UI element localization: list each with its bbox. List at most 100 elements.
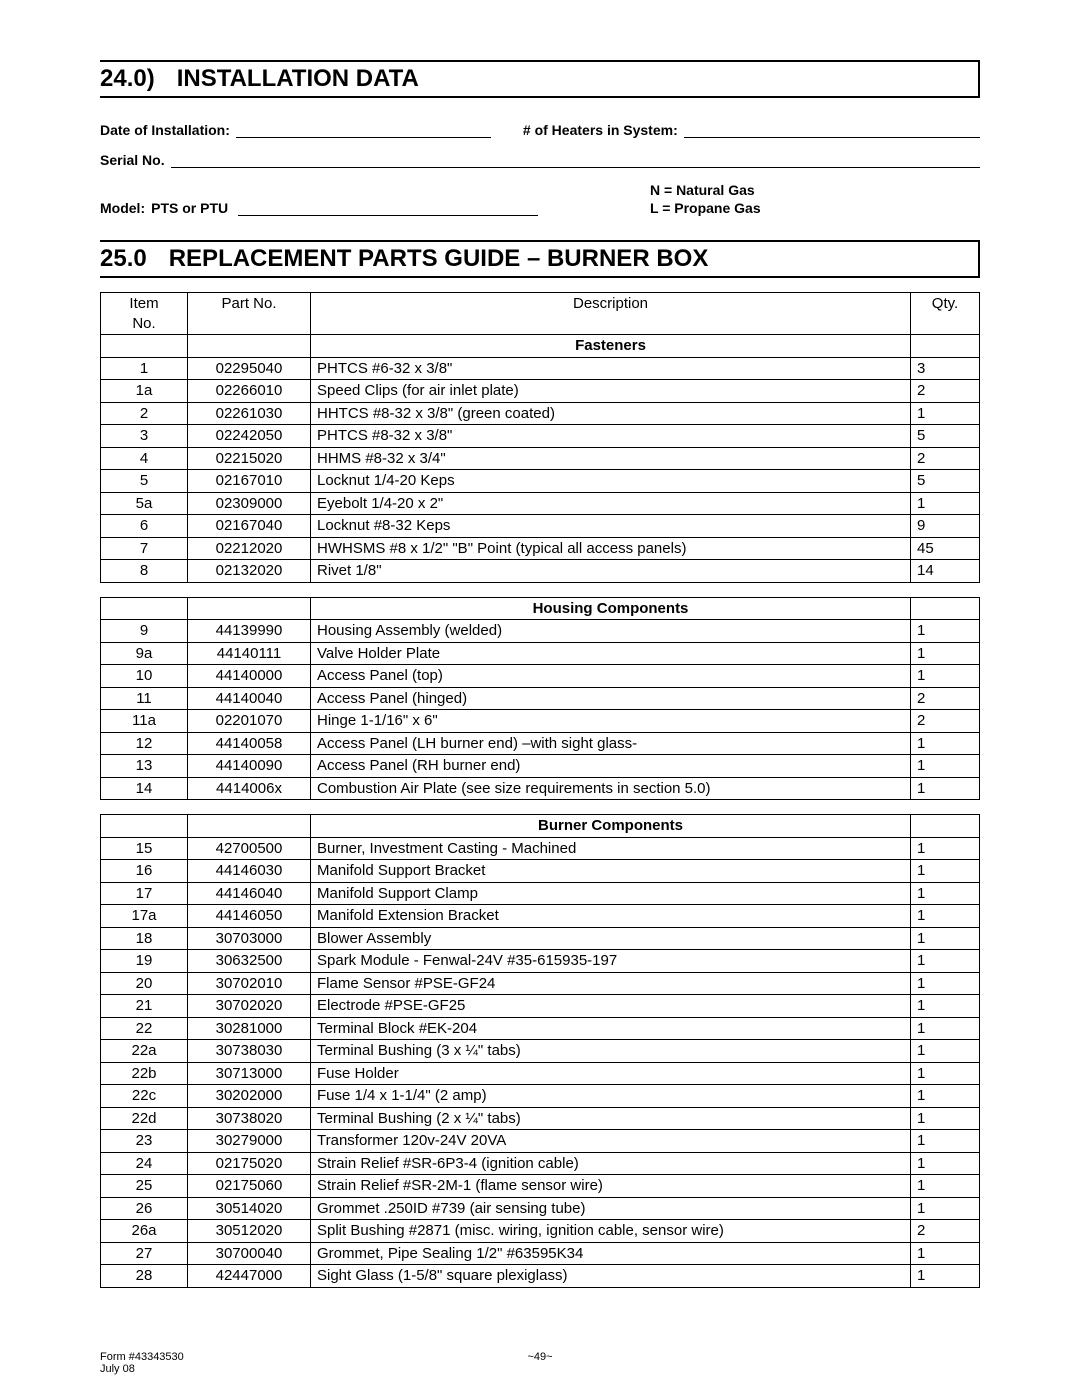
cell-item: 20 xyxy=(101,972,188,995)
cell-qty: 1 xyxy=(911,1197,980,1220)
cell-item: 22d xyxy=(101,1107,188,1130)
table-row: 9a44140111Valve Holder Plate1 xyxy=(101,642,980,665)
serial-no-label: Serial No. xyxy=(100,152,165,168)
cell-part: 42700500 xyxy=(188,837,311,860)
cell-desc: Fuse Holder xyxy=(311,1062,911,1085)
cell-part: 44140090 xyxy=(188,755,311,778)
cell-qty: 1 xyxy=(911,642,980,665)
cell-qty: 1 xyxy=(911,1107,980,1130)
table-row: 2842447000Sight Glass (1-5/8" square ple… xyxy=(101,1265,980,1288)
cell-desc: Access Panel (LH burner end) –with sight… xyxy=(311,732,911,755)
cell-desc: HWHSMS #8 x 1/2" "B" Point (typical all … xyxy=(311,537,911,560)
cell-desc: Access Panel (hinged) xyxy=(311,687,911,710)
cell-item: 22 xyxy=(101,1017,188,1040)
table-row: 1830703000Blower Assembly1 xyxy=(101,927,980,950)
section-25-title: REPLACEMENT PARTS GUIDE – BURNER BOX xyxy=(169,245,709,273)
cell-qty: 1 xyxy=(911,1130,980,1153)
cell-desc: Manifold Support Bracket xyxy=(311,860,911,883)
cell-desc: Locknut #8-32 Keps xyxy=(311,515,911,538)
cell-qty: 1 xyxy=(911,665,980,688)
cell-item: 6 xyxy=(101,515,188,538)
cell-item: 18 xyxy=(101,927,188,950)
cell-desc: Eyebolt 1/4-20 x 2" xyxy=(311,492,911,515)
cell-part: 02175020 xyxy=(188,1152,311,1175)
cell-qty: 1 xyxy=(911,927,980,950)
cell-qty: 1 xyxy=(911,1175,980,1198)
cell-item: 1 xyxy=(101,357,188,380)
cell-qty: 5 xyxy=(911,470,980,493)
cell-item: 4 xyxy=(101,447,188,470)
cell-item: 14 xyxy=(101,777,188,800)
cell-qty: 1 xyxy=(911,1242,980,1265)
col-item-header: Item No. xyxy=(101,293,188,335)
cell-part: 02295040 xyxy=(188,357,311,380)
cell-qty: 5 xyxy=(911,425,980,448)
cell-qty: 14 xyxy=(911,560,980,583)
table-row: 1644146030Manifold Support Bracket1 xyxy=(101,860,980,883)
cell-item: 24 xyxy=(101,1152,188,1175)
cell-part: 02201070 xyxy=(188,710,311,733)
col-qty-header: Qty. xyxy=(911,293,980,335)
cell-desc: Blower Assembly xyxy=(311,927,911,950)
cell-qty: 1 xyxy=(911,1085,980,1108)
cell-desc: Combustion Air Plate (see size requireme… xyxy=(311,777,911,800)
cell-desc: Rivet 1/8" xyxy=(311,560,911,583)
table-row: 144414006xCombustion Air Plate (see size… xyxy=(101,777,980,800)
table-row: 1044140000Access Panel (top)1 xyxy=(101,665,980,688)
cell-item: 15 xyxy=(101,837,188,860)
table-row: 1244140058Access Panel (LH burner end) –… xyxy=(101,732,980,755)
cell-desc: Speed Clips (for air inlet plate) xyxy=(311,380,911,403)
cell-desc: Transformer 120v-24V 20VA xyxy=(311,1130,911,1153)
cell-item: 5a xyxy=(101,492,188,515)
table-row: 22c30202000Fuse 1/4 x 1-1/4" (2 amp)1 xyxy=(101,1085,980,1108)
cell-desc: Spark Module - Fenwal-24V #35-615935-197 xyxy=(311,950,911,973)
cell-item: 19 xyxy=(101,950,188,973)
cell-item: 11 xyxy=(101,687,188,710)
table-row: 2730700040Grommet, Pipe Sealing 1/2" #63… xyxy=(101,1242,980,1265)
table-row: 1542700500Burner, Investment Casting - M… xyxy=(101,837,980,860)
parts-table-housing: Housing Components 944139990Housing Asse… xyxy=(100,597,980,801)
cell-desc: Electrode #PSE-GF25 xyxy=(311,995,911,1018)
cell-part: 30700040 xyxy=(188,1242,311,1265)
cell-qty: 1 xyxy=(911,1040,980,1063)
cell-item: 22a xyxy=(101,1040,188,1063)
cell-part: 02261030 xyxy=(188,402,311,425)
cell-desc: Manifold Extension Bracket xyxy=(311,905,911,928)
cell-qty: 45 xyxy=(911,537,980,560)
cell-item: 13 xyxy=(101,755,188,778)
table-row: 202261030HHTCS #8-32 x 3/8" (green coate… xyxy=(101,402,980,425)
cell-item: 5 xyxy=(101,470,188,493)
cell-item: 22b xyxy=(101,1062,188,1085)
heaters-in-system-line xyxy=(684,123,980,138)
table-row: 22a30738030Terminal Bushing (3 x ¼" tabs… xyxy=(101,1040,980,1063)
cell-part: 02309000 xyxy=(188,492,311,515)
table-row: 1744146040Manifold Support Clamp1 xyxy=(101,882,980,905)
cell-part: 02212020 xyxy=(188,537,311,560)
model-value: PTS or PTU xyxy=(151,200,228,216)
cell-qty: 2 xyxy=(911,447,980,470)
cell-part: 02266010 xyxy=(188,380,311,403)
cell-qty: 2 xyxy=(911,710,980,733)
page: 24.0) INSTALLATION DATA Date of Installa… xyxy=(0,0,1080,1397)
cell-item: 9 xyxy=(101,620,188,643)
cell-desc: Grommet, Pipe Sealing 1/2" #63595K34 xyxy=(311,1242,911,1265)
cell-part: 02215020 xyxy=(188,447,311,470)
section-24-header: 24.0) INSTALLATION DATA xyxy=(100,60,980,98)
cell-qty: 1 xyxy=(911,402,980,425)
cell-item: 22c xyxy=(101,1085,188,1108)
cell-part: 44139990 xyxy=(188,620,311,643)
cell-part: 44140000 xyxy=(188,665,311,688)
cell-part: 30738030 xyxy=(188,1040,311,1063)
cell-item: 7 xyxy=(101,537,188,560)
cell-part: 42447000 xyxy=(188,1265,311,1288)
cell-qty: 1 xyxy=(911,860,980,883)
cell-desc: Fuse 1/4 x 1-1/4" (2 amp) xyxy=(311,1085,911,1108)
cell-desc: Burner, Investment Casting - Machined xyxy=(311,837,911,860)
cell-desc: HHTCS #8-32 x 3/8" (green coated) xyxy=(311,402,911,425)
cell-part: 30514020 xyxy=(188,1197,311,1220)
cell-item: 16 xyxy=(101,860,188,883)
table-row: 1344140090Access Panel (RH burner end)1 xyxy=(101,755,980,778)
section-25-header: 25.0 REPLACEMENT PARTS GUIDE – BURNER BO… xyxy=(100,240,980,278)
cell-item: 8 xyxy=(101,560,188,583)
cell-desc: Housing Assembly (welded) xyxy=(311,620,911,643)
